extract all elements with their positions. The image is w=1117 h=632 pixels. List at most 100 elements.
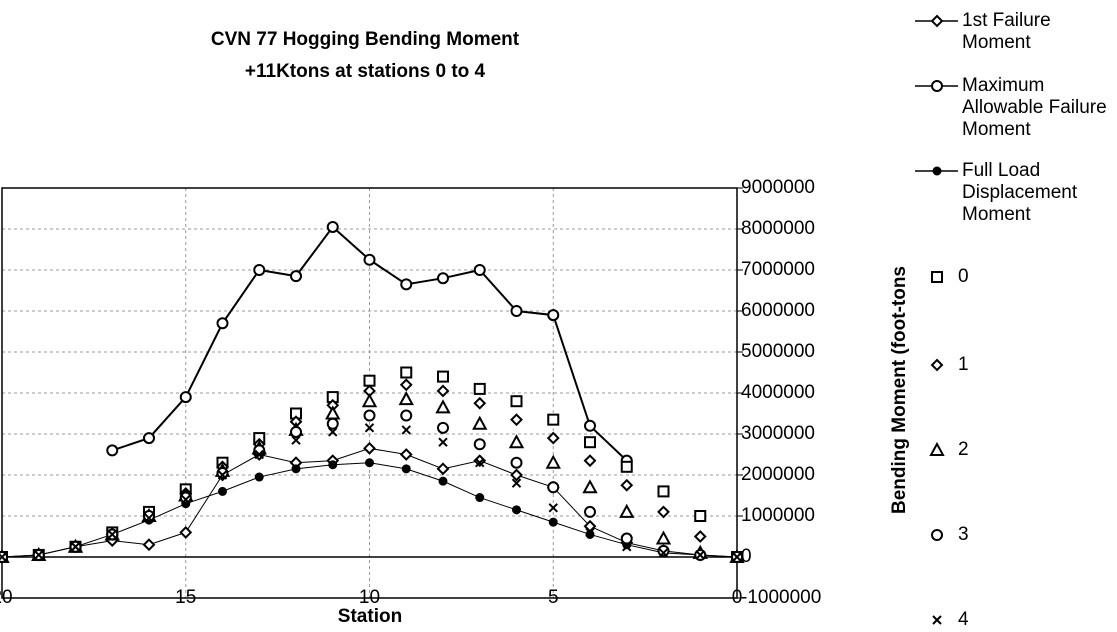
marker	[931, 80, 943, 92]
marker	[107, 529, 117, 540]
marker	[472, 415, 488, 430]
legend-label: Full Load Displacement Moment	[962, 160, 1078, 225]
marker	[620, 478, 634, 492]
marker	[217, 470, 228, 480]
marker	[931, 529, 943, 541]
marker	[694, 510, 707, 522]
marker	[695, 550, 705, 560]
y-tick-label: -1000000	[741, 587, 821, 608]
marker	[436, 384, 450, 398]
marker	[363, 409, 376, 422]
marker	[216, 317, 229, 330]
y-tick-label: 4000000	[741, 382, 815, 403]
marker	[400, 278, 413, 291]
marker	[328, 460, 338, 470]
marker	[655, 530, 672, 545]
marker	[106, 444, 119, 457]
marker	[547, 413, 560, 426]
marker	[510, 305, 523, 317]
marker	[291, 435, 301, 445]
marker	[179, 391, 192, 404]
y-tick-label: 5000000	[741, 341, 815, 362]
legend-label: 2	[958, 439, 969, 460]
marker	[179, 491, 192, 504]
marker	[398, 391, 414, 406]
marker	[399, 378, 413, 392]
marker	[253, 264, 266, 276]
marker	[291, 464, 301, 474]
marker	[930, 14, 944, 28]
marker	[547, 481, 560, 494]
marker	[512, 505, 521, 515]
marker	[473, 454, 487, 468]
marker	[363, 374, 376, 387]
marker	[548, 503, 558, 513]
marker	[619, 503, 635, 518]
marker	[545, 454, 561, 469]
marker	[475, 493, 485, 503]
marker	[437, 421, 449, 434]
marker	[435, 399, 451, 414]
marker	[546, 431, 560, 445]
marker	[290, 425, 302, 438]
marker	[436, 462, 450, 476]
marker	[658, 548, 669, 558]
marker	[437, 370, 449, 383]
marker	[929, 441, 945, 456]
marker	[622, 542, 632, 552]
marker	[400, 409, 413, 422]
marker	[657, 505, 670, 519]
marker	[932, 166, 942, 176]
marker	[363, 253, 376, 266]
marker	[401, 425, 411, 435]
x-axis-title: Station	[338, 606, 402, 627]
marker	[585, 527, 595, 538]
marker	[732, 552, 742, 562]
marker	[473, 396, 487, 410]
marker	[363, 441, 376, 455]
marker	[510, 413, 523, 427]
marker	[582, 479, 598, 494]
marker	[584, 419, 596, 432]
marker	[401, 464, 411, 474]
y-tick-label: 9000000	[741, 177, 815, 198]
y-axis-title: Bending Moment (foot-tons	[889, 266, 910, 514]
marker	[473, 438, 486, 451]
legend-label: Maximum Allowable Failure Moment	[962, 75, 1107, 140]
marker	[510, 395, 523, 408]
marker	[473, 382, 486, 395]
marker	[181, 494, 191, 505]
chart-title: CVN 77 Hogging Bending Moment	[211, 29, 520, 50]
marker	[399, 448, 413, 461]
marker	[216, 466, 229, 479]
marker	[620, 460, 633, 473]
marker	[931, 271, 943, 283]
marker	[508, 434, 525, 449]
marker	[584, 436, 596, 449]
marker	[326, 220, 339, 233]
marker	[361, 393, 378, 408]
plot-area	[1, 187, 738, 599]
y-tick-label: 8000000	[741, 218, 815, 239]
legend-label: 3	[958, 524, 969, 545]
y-tick-label: 3000000	[741, 423, 815, 444]
legend-label: 1	[958, 354, 969, 375]
marker	[657, 485, 670, 498]
marker	[583, 454, 597, 468]
marker	[438, 437, 448, 447]
marker	[473, 264, 486, 276]
marker	[254, 472, 264, 482]
y-tick-label: 0	[741, 546, 752, 567]
y-tick-label: 7000000	[741, 259, 815, 280]
marker	[511, 478, 522, 488]
marker	[585, 529, 595, 539]
marker	[179, 525, 193, 539]
marker	[438, 476, 448, 486]
marker	[548, 517, 558, 527]
legend-label: 4	[958, 609, 969, 630]
legend-label: 0	[958, 266, 969, 287]
marker	[547, 309, 560, 322]
marker	[657, 544, 670, 557]
